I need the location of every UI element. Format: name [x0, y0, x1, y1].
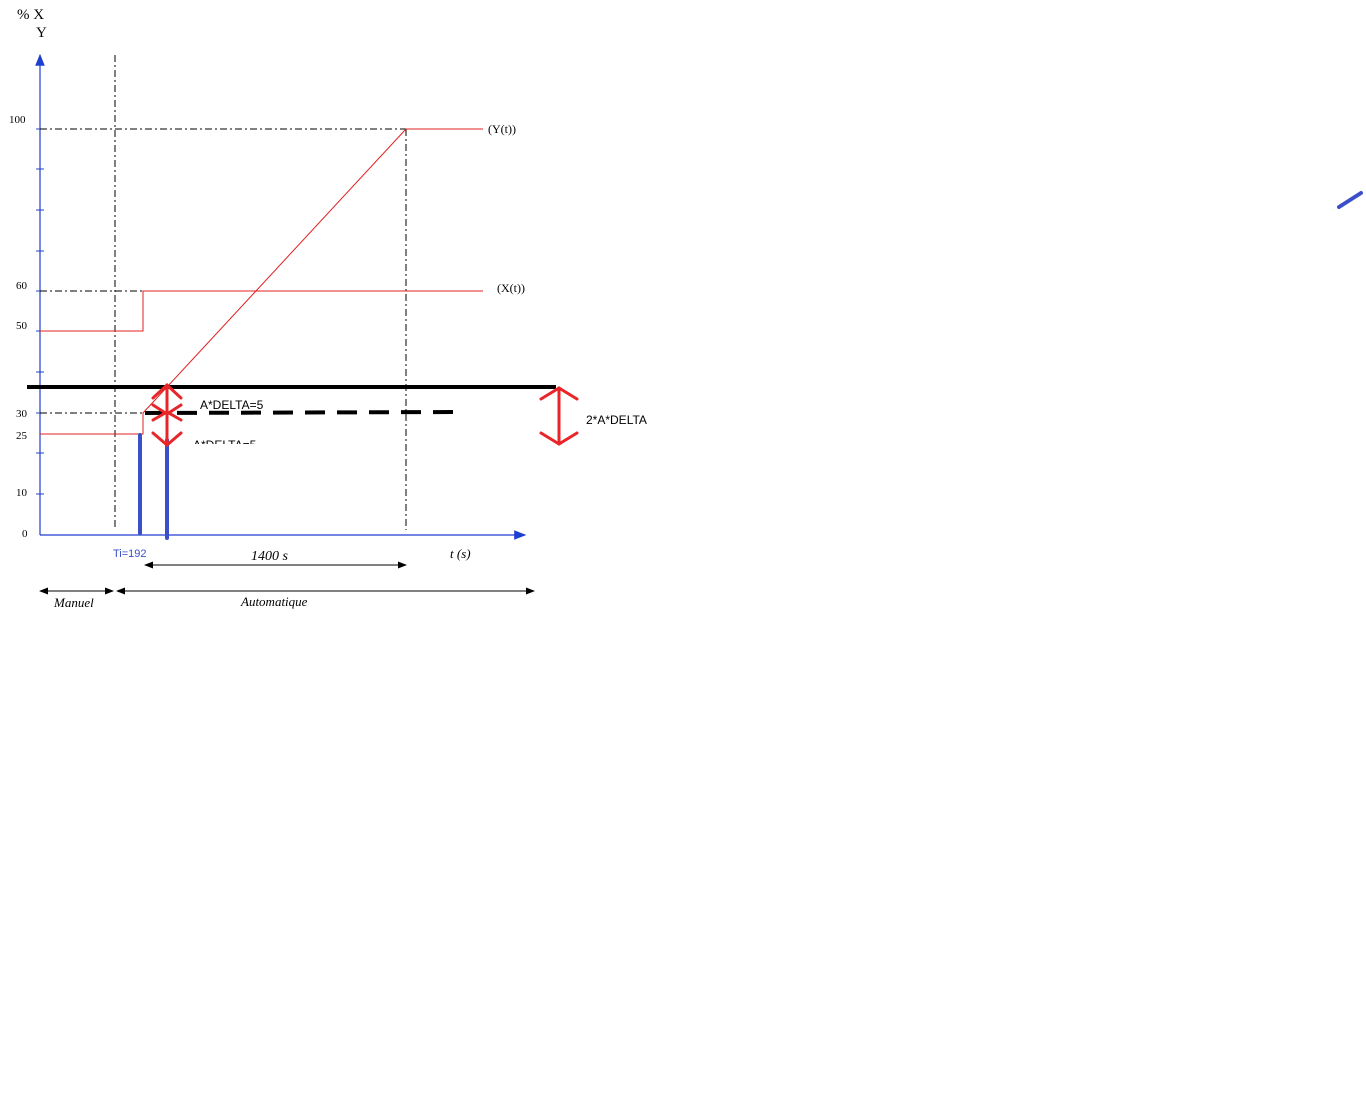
y-axis-title-line2: Y — [36, 25, 47, 41]
y-tick-label-0: 0 — [22, 528, 28, 540]
y-curve-label: (Y(t)) — [488, 122, 516, 136]
delta-lower-clip: A*DELTA=5 — [193, 438, 257, 452]
y-tick-label-10: 10 — [16, 487, 28, 499]
double-delta-arrow — [539, 386, 579, 446]
y-axis-title-line1: % X — [17, 7, 44, 23]
y-tick-label-50: 50 — [16, 320, 28, 332]
stray-blue-stroke — [1337, 191, 1363, 209]
delta-upper-label: A*DELTA=5 — [200, 398, 264, 412]
auto-label: Automatique — [240, 594, 308, 609]
delta-lower-label: A*DELTA=5 — [193, 438, 257, 452]
manual-label: Manuel — [53, 595, 94, 610]
delta-arrows — [151, 382, 183, 447]
x-curve-label: (X(t)) — [497, 281, 525, 295]
double-delta-label: 2*A*DELTA — [586, 413, 647, 427]
y-curve — [40, 128, 483, 435]
ti-label: Ti=192 — [113, 548, 147, 560]
y-tick-label-100: 100 — [9, 114, 26, 126]
reference-lines — [40, 55, 483, 530]
y-tick-label-25: 25 — [16, 430, 28, 442]
y-tick-label-30: 30 — [16, 408, 28, 420]
lower-threshold-line — [144, 410, 457, 415]
duration-label: 1400 s — [251, 549, 289, 564]
x-curve — [40, 290, 483, 332]
y-tick-label-60: 60 — [16, 280, 28, 292]
x-axis-title: t (s) — [450, 546, 471, 561]
curves — [40, 128, 483, 435]
